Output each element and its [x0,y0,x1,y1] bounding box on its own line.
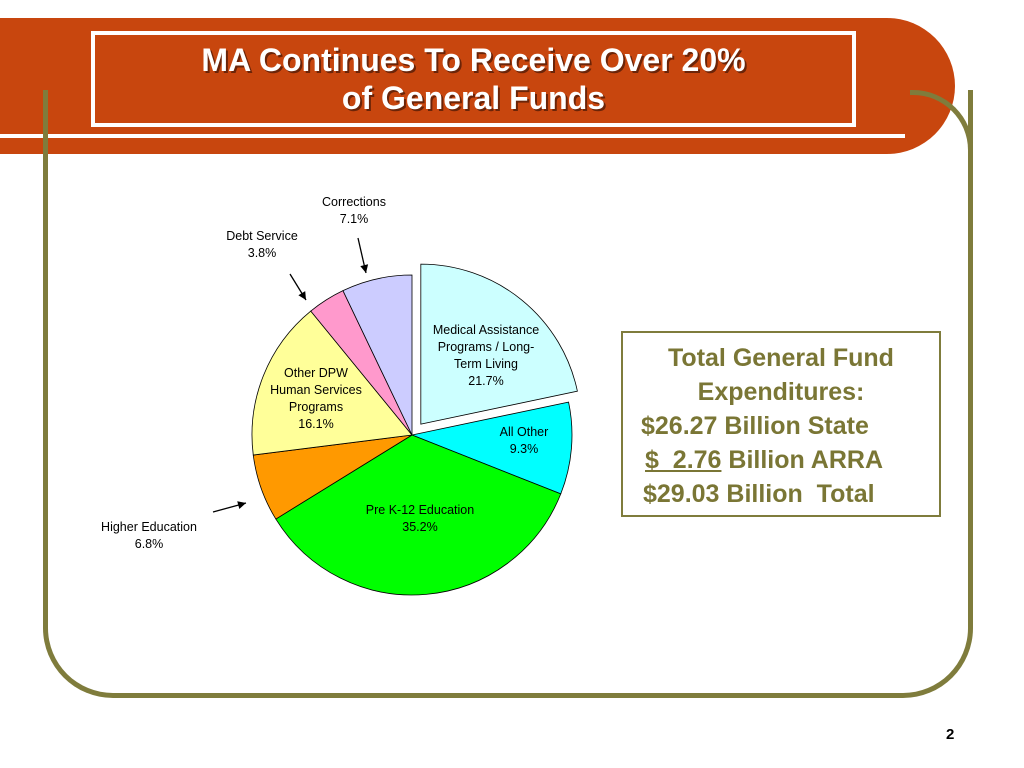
pie-slice [342,274,413,436]
pie-slice [251,310,413,456]
pie-slice [410,401,573,495]
content-frame [43,90,973,698]
summary-line-3: $26.27 Billion State [641,412,869,440]
summary-line-1: Total General Fund [668,344,894,372]
title-line-2: of General Funds [341,80,606,116]
pie-slice-label: Other DPW Human Services Programs 16.1% [270,366,362,431]
summary-arra-label: Billion ARRA [721,446,884,474]
label-arrowhead [360,264,369,273]
title-underline [0,134,905,138]
label-arrowhead [298,291,306,300]
pie-slice-label: Debt Service 3.8% [226,229,298,260]
pie-slice [420,263,578,425]
summary-arra-amount: $ 2.76 [645,446,722,474]
pie-slice-label: Medical Assistance Programs / Long-Term L… [433,323,539,388]
page-number: 2 [946,726,955,743]
expenditure-summary-box: Total General Fund Expenditures: $26.27 … [621,331,941,517]
slide-title: MA Continues To Receive Over 20% of Gene… [91,31,856,127]
summary-line-4: $ 2.76 Billion ARRA [623,443,939,477]
summary-line-5: $29.03 Billion Total [643,480,875,508]
pie-slice-label: Corrections 7.1% [322,195,386,226]
pie-slice [275,434,562,596]
summary-line-2: Expenditures: [697,378,865,406]
pie-slice-label: Pre K-12 Education 35.2% [366,503,474,534]
pie-slice-label: All Other 9.3% [500,425,549,456]
title-line-1: MA Continues To Receive Over 20% [201,42,746,78]
pie-slice-label: Higher Education 6.8% [101,520,197,551]
label-arrowhead [237,501,246,509]
